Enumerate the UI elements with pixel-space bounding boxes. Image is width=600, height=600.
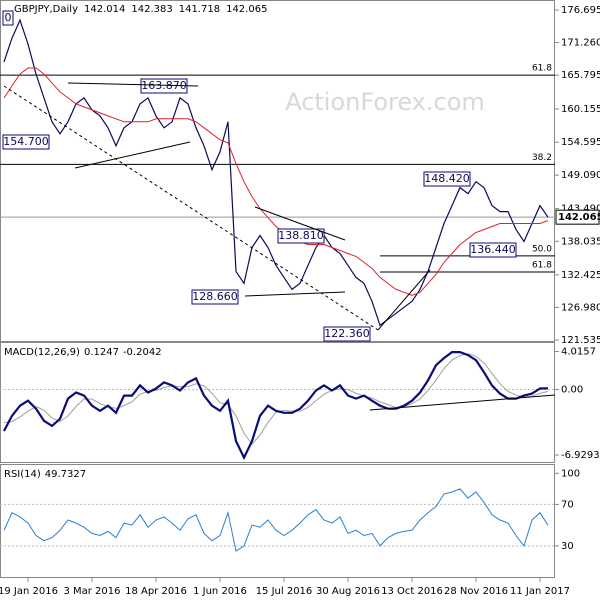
x-tick-label: 11 Jan 2017 [510, 586, 570, 597]
trendlines [3, 82, 556, 411]
fib-level-label: 61.8 [532, 261, 552, 271]
fib-level-label: 38.2 [532, 153, 552, 163]
price-annotation: 148.420 [424, 172, 470, 185]
price-annotation: 122.360 [324, 327, 370, 340]
y-tick-label: 70 [561, 499, 574, 510]
y-tick-label: 30 [561, 541, 574, 552]
y-tick-label: -6.9293 [561, 450, 600, 461]
ohlc-value: 142.383 [131, 4, 172, 15]
y-tick-label: 0.00 [561, 385, 583, 396]
indicator-value: -0.2042 [123, 347, 162, 358]
macd-panel [0, 342, 555, 463]
fib-level-label: 61.8 [532, 64, 552, 74]
indicator-value: 49.7327 [45, 469, 86, 480]
price-panel [0, 0, 555, 342]
indicator-name: RSI(14) [4, 469, 41, 480]
ohlc-value: 142.065 [226, 4, 267, 15]
x-tick-label: 30 Aug 2016 [316, 586, 380, 597]
y-tick-label: 171.260 [561, 38, 600, 49]
ohlc-value: 142.014 [84, 4, 125, 15]
symbol: GBPJPY,Daily [14, 4, 78, 15]
price-annotation-box [2, 134, 50, 150]
y-tick-label: 165.795 [561, 70, 600, 81]
price-annotation: 154.700 [3, 135, 49, 148]
price-annotation-box [423, 171, 471, 187]
fib-level-label: 50.0 [532, 244, 552, 254]
y-tick-label: 160.155 [561, 104, 600, 115]
x-tick-label: 18 Apr 2016 [125, 586, 187, 597]
y-tick-label: 4.0157 [561, 347, 596, 358]
indicator-name: MACD(12,26,9) [4, 347, 80, 358]
series-line [3, 67, 549, 296]
price-annotation: 136.440 [470, 243, 516, 256]
y-tick-label: 121.535 [561, 335, 600, 346]
price-annotation-box [469, 242, 517, 258]
series-line [3, 488, 549, 552]
current-price-box [555, 209, 600, 225]
trendline [254, 206, 346, 241]
price-annotation-box [323, 326, 371, 342]
macd-header: MACD(12,26,9) 0.1247 -0.2042 [4, 347, 162, 358]
price-annotation: 128.660 [192, 290, 238, 303]
header: GBPJPY,Daily 142.014 142.383 141.718 142.065 [14, 4, 267, 15]
x-tick-label: 3 Mar 2016 [63, 586, 120, 597]
y-tick-label: 176.695 [561, 5, 600, 16]
watermark: ActionForex.com [285, 88, 485, 116]
trendline [67, 82, 199, 87]
trendline [377, 269, 431, 331]
x-tick-label: 19 Jan 2016 [0, 586, 58, 597]
series-line [3, 353, 549, 446]
x-tick-label: 28 Nov 2016 [444, 586, 508, 597]
y-tick-label: 100 [561, 468, 580, 479]
y-tick-label: 126.980 [561, 302, 600, 313]
rsi-panel [0, 464, 555, 578]
price-annotation-box [2, 10, 14, 26]
rsi-header: RSI(14) 49.7327 [4, 469, 86, 480]
trendline [74, 141, 191, 169]
x-tick-label: 1 Jun 2016 [193, 586, 247, 597]
ohlc-value: 141.718 [179, 4, 220, 15]
trendline [369, 394, 556, 411]
series-line [3, 18, 549, 327]
x-tick-label: 13 Oct 2016 [381, 586, 443, 597]
x-tick-label: 15 Jul 2016 [256, 586, 313, 597]
current-price-label: 142.065 [558, 212, 600, 223]
trendline [3, 85, 379, 331]
y-tick-label: 132.425 [561, 270, 600, 281]
y-tick-label: 143.490 [561, 204, 600, 215]
price-annotation-box [191, 289, 239, 305]
y-tick-label: 149.090 [561, 170, 600, 181]
price-annotation-box [277, 228, 325, 244]
indicator-value: 0.1247 [84, 347, 119, 358]
y-tick-label: 154.595 [561, 137, 600, 148]
series-line [3, 351, 549, 461]
price-annotation: 0 [5, 11, 12, 24]
y-tick-label: 138.035 [561, 236, 600, 247]
trendline [244, 291, 346, 297]
price-annotation: 138.810 [278, 229, 324, 242]
